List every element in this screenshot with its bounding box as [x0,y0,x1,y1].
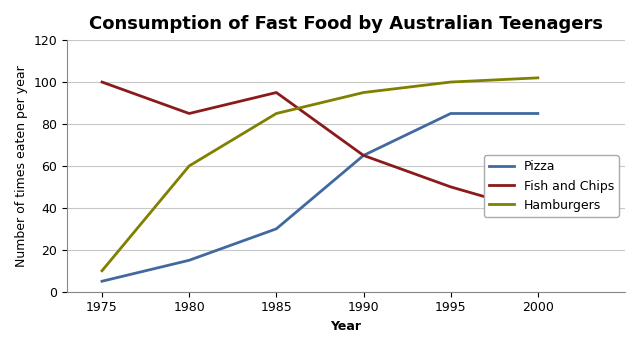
Title: Consumption of Fast Food by Australian Teenagers: Consumption of Fast Food by Australian T… [89,15,603,33]
Hamburgers [534,76,541,80]
Hamburgers [447,80,454,84]
Pizza [534,111,541,116]
Fish and Chips [273,90,280,95]
Fish and Chips [360,153,367,158]
Hamburgers [98,269,106,273]
Pizza [186,258,193,262]
Pizza [98,279,106,283]
Pizza [360,153,367,158]
Line: Pizza: Pizza [102,113,538,281]
Fish and Chips [98,80,106,84]
Pizza [447,111,454,116]
Legend: Pizza, Fish and Chips, Hamburgers: Pizza, Fish and Chips, Hamburgers [483,155,619,217]
Line: Hamburgers: Hamburgers [102,78,538,271]
Fish and Chips [534,210,541,214]
Hamburgers [273,111,280,116]
Hamburgers [360,90,367,95]
Fish and Chips [447,185,454,189]
Hamburgers [186,164,193,168]
X-axis label: Year: Year [331,320,362,333]
Y-axis label: Number of times eaten per year: Number of times eaten per year [15,65,28,267]
Line: Fish and Chips: Fish and Chips [102,82,538,212]
Pizza [273,227,280,231]
Fish and Chips [186,111,193,116]
